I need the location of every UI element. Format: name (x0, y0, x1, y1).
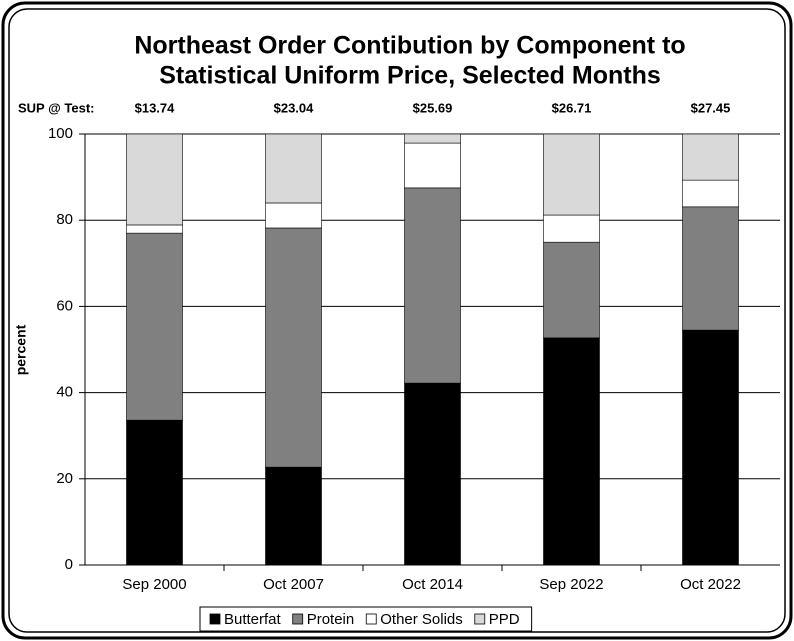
bar-segment (126, 232, 183, 421)
y-tick-label: 100 (48, 125, 73, 142)
y-tick-label: 60 (56, 297, 73, 314)
y-axis-label: percent (13, 324, 29, 375)
legend-label: Protein (307, 611, 355, 628)
inner-frame (8, 8, 786, 633)
x-tick-label: Sep 2022 (539, 576, 603, 593)
bar-segment (265, 227, 322, 468)
y-tick-label: 0 (65, 556, 73, 573)
legend-label: Butterfat (224, 611, 282, 628)
legend-swatch (365, 613, 377, 625)
y-tick-label: 80 (56, 211, 73, 228)
legend-label: PPD (489, 611, 520, 628)
bar-segment (543, 133, 600, 216)
sup-value: $27.45 (691, 100, 731, 115)
x-tick-label: Sep 2000 (122, 576, 186, 593)
legend-swatch (474, 613, 486, 625)
x-tick-label: Oct 2022 (680, 576, 741, 593)
bar-segment (126, 133, 183, 226)
sup-value: $13.74 (135, 100, 176, 115)
bar-segment (265, 133, 322, 204)
bar-segment (682, 133, 739, 181)
legend-label: Other Solids (380, 611, 463, 628)
bar-segment (543, 241, 600, 339)
legend-swatch (209, 613, 221, 625)
bar-segment (404, 133, 461, 144)
bar-segment (404, 142, 461, 189)
x-tick-label: Oct 2014 (402, 576, 463, 593)
sup-value: $26.71 (552, 100, 592, 115)
bar-segment (126, 419, 183, 566)
sup-label: SUP @ Test: (18, 100, 95, 115)
bar-segment (543, 214, 600, 243)
bar-segment (265, 466, 322, 566)
bar-segment (404, 187, 461, 384)
bar-segment (682, 179, 739, 208)
sup-value: $23.04 (274, 100, 315, 115)
bar-segment (126, 224, 183, 234)
bar-segment (404, 382, 461, 566)
chart-title: Northeast Order Contibution by Component… (134, 32, 685, 60)
bar-segment (682, 206, 739, 331)
bar-segment (265, 202, 322, 229)
chart-title: Statistical Uniform Price, Selected Mont… (159, 62, 661, 90)
legend-swatch (292, 613, 304, 625)
sup-value: $25.69 (413, 100, 453, 115)
bar-segment (682, 329, 739, 566)
y-tick-label: 20 (56, 470, 73, 487)
x-tick-label: Oct 2007 (263, 576, 324, 593)
y-tick-label: 40 (56, 384, 73, 401)
bar-segment (543, 337, 600, 566)
